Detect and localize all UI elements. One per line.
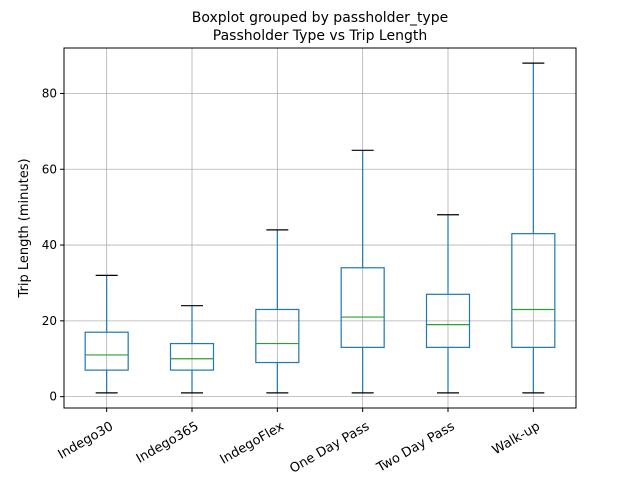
plot-frame — [63, 47, 577, 409]
boxes-group — [84, 62, 556, 394]
chart-title: Boxplot grouped by passholder_type — [192, 10, 448, 26]
y-tick-label: 0 — [49, 390, 57, 404]
iqr-box — [340, 267, 385, 348]
box-walk-up — [511, 62, 556, 394]
chart-subtitle: Passholder Type vs Trip Length — [213, 28, 427, 44]
iqr-box — [425, 293, 471, 348]
iqr-box — [84, 331, 129, 371]
box-indego30 — [84, 274, 129, 394]
y-tick-label: 80 — [42, 86, 57, 100]
box-indegoflex — [255, 229, 300, 394]
y-axis-label: Trip Length (minutes) — [17, 158, 32, 298]
y-tick-label: 60 — [42, 162, 57, 176]
iqr-box — [169, 342, 215, 371]
box-indego365 — [169, 305, 215, 394]
y-tick-label: 40 — [42, 238, 57, 252]
y-tick-label: 20 — [42, 314, 57, 328]
iqr-box — [255, 308, 300, 364]
box-two-day-pass — [425, 214, 471, 394]
iqr-box — [511, 233, 556, 348]
box-one-day-pass — [340, 149, 385, 394]
